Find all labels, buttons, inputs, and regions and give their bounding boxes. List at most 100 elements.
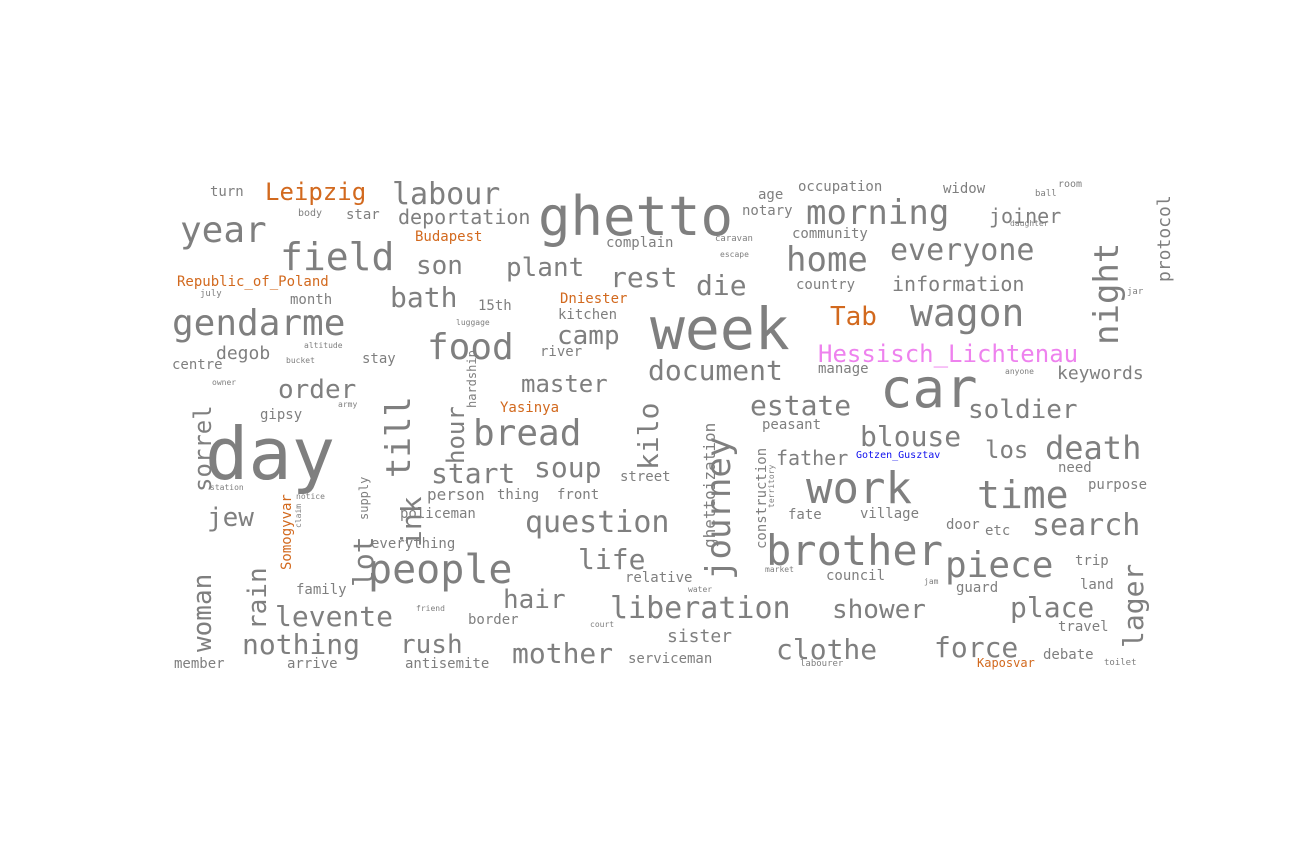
cloud-word-stay: stay <box>362 351 396 367</box>
cloud-word-degob: degob <box>216 343 271 364</box>
cloud-word-till: till <box>379 396 419 478</box>
cloud-word-manage: manage <box>818 361 869 377</box>
cloud-word-occupation: occupation <box>798 179 883 195</box>
cloud-word-start: start <box>431 457 516 490</box>
cloud-word-budapest: Budapest <box>415 229 483 245</box>
cloud-word-need: need <box>1058 460 1092 476</box>
cloud-word-person: person <box>427 485 485 504</box>
cloud-word-labour: labour <box>392 177 501 212</box>
cloud-word-water: water <box>688 585 713 594</box>
cloud-word-purpose: purpose <box>1088 477 1148 493</box>
cloud-word-rain: rain <box>243 567 273 630</box>
cloud-word-information: information <box>892 272 1025 296</box>
cloud-word-master: master <box>521 370 608 398</box>
cloud-word-dniester: Dniester <box>560 291 628 307</box>
cloud-word-place: place <box>1010 591 1095 624</box>
cloud-word-ghettoization: ghettoization <box>700 422 719 548</box>
cloud-word-territory: territory <box>767 464 776 508</box>
cloud-word-field: field <box>280 235 395 279</box>
cloud-word-street: street <box>620 469 671 485</box>
cloud-word-gotzen-gusztav: Gotzen_Gusztav <box>856 450 941 461</box>
cloud-word-border: border <box>468 612 519 628</box>
cloud-word-luggage: luggage <box>456 318 490 327</box>
cloud-word-los: los <box>985 436 1029 464</box>
cloud-word-tab: Tab <box>830 302 877 332</box>
cloud-word-river: river <box>540 344 583 360</box>
cloud-word-notice: notice <box>296 492 325 501</box>
cloud-word-deportation: deportation <box>398 205 531 229</box>
cloud-word-army: army <box>338 400 358 409</box>
cloud-word-july: july <box>200 289 222 299</box>
cloud-word-daughter: daughter <box>1010 219 1049 228</box>
cloud-word-widow: widow <box>943 181 986 197</box>
cloud-word-republic-of-poland: Republic_of_Poland <box>177 274 329 290</box>
cloud-word-day: day <box>205 412 336 496</box>
cloud-word-order: order <box>278 375 357 405</box>
cloud-word-soup: soup <box>534 451 602 484</box>
cloud-word-hessisch-lichtenau: Hessisch_Lichtenau <box>818 340 1079 368</box>
cloud-word-fate: fate <box>788 507 822 523</box>
cloud-word-jam: jam <box>924 577 939 586</box>
cloud-word-centre: centre <box>172 357 223 373</box>
cloud-word-altitude: altitude <box>304 341 343 350</box>
cloud-word-station: station <box>210 483 244 492</box>
cloud-word-death: death <box>1045 429 1142 467</box>
cloud-word-everyone: everyone <box>890 233 1035 268</box>
cloud-word-estate: estate <box>750 389 852 422</box>
cloud-word-country: country <box>796 277 856 293</box>
cloud-word-blouse: blouse <box>860 420 962 453</box>
cloud-word-debate: debate <box>1043 647 1094 663</box>
cloud-word-father: father <box>776 446 849 470</box>
cloud-word-thing: thing <box>497 487 540 503</box>
cloud-word-complain: complain <box>606 235 674 251</box>
cloud-word-etc: etc <box>985 523 1011 539</box>
cloud-word-front: front <box>557 487 600 503</box>
cloud-word-gendarme: gendarme <box>172 303 346 344</box>
cloud-word-hour: hour <box>442 406 470 464</box>
cloud-word-peasant: peasant <box>762 417 822 433</box>
cloud-word-sorrel: sorrel <box>189 405 217 492</box>
cloud-word-hardship: hardship <box>465 350 479 408</box>
cloud-word-son: son <box>416 251 463 281</box>
cloud-word-antisemite: antisemite <box>405 656 490 672</box>
cloud-word-bread: bread <box>473 413 582 454</box>
cloud-word-search: search <box>1032 508 1141 543</box>
cloud-word-market: market <box>765 565 794 574</box>
cloud-word-nothing: nothing <box>242 628 361 661</box>
cloud-word-year: year <box>180 210 267 251</box>
cloud-word-everything: everything <box>371 536 456 552</box>
cloud-word-jar: jar <box>1127 287 1144 297</box>
cloud-word-protocol: protocol <box>1154 195 1175 282</box>
cloud-word-village: village <box>860 506 920 522</box>
cloud-word-labourer: labourer <box>800 659 844 669</box>
cloud-word-court: court <box>590 620 615 629</box>
cloud-word-people: people <box>368 547 513 593</box>
cloud-word-policeman: policeman <box>400 506 476 522</box>
cloud-word-leipzig: Leipzig <box>265 178 367 206</box>
cloud-word-car: car <box>880 357 978 420</box>
cloud-word-council: council <box>826 568 886 584</box>
cloud-word-claim: claim <box>294 503 303 528</box>
cloud-word-sister: sister <box>667 626 733 647</box>
cloud-word-levente: levente <box>275 600 394 633</box>
cloud-word-lager: lager <box>1117 563 1150 648</box>
cloud-word-month: month <box>290 292 333 308</box>
cloud-word-shower: shower <box>832 595 926 625</box>
cloud-word-night: night <box>1087 242 1127 345</box>
cloud-word-time: time <box>977 473 1069 517</box>
cloud-word-week: week <box>650 295 790 363</box>
cloud-word-member: member <box>174 656 225 672</box>
cloud-word-life: life <box>578 543 646 576</box>
cloud-word-jew: jew <box>207 503 254 533</box>
cloud-word-kilo: kilo <box>632 402 665 470</box>
cloud-word-bucket: bucket <box>286 356 315 365</box>
cloud-word-hair: hair <box>503 585 566 615</box>
cloud-word-gipsy: gipsy <box>260 407 303 423</box>
cloud-word-door: door <box>946 517 980 533</box>
cloud-word-body: body <box>298 208 323 219</box>
cloud-word-die: die <box>696 269 747 302</box>
cloud-word-liberation: liberation <box>610 591 791 626</box>
cloud-word-escape: escape <box>720 250 749 259</box>
cloud-word-mother: mother <box>512 637 614 670</box>
